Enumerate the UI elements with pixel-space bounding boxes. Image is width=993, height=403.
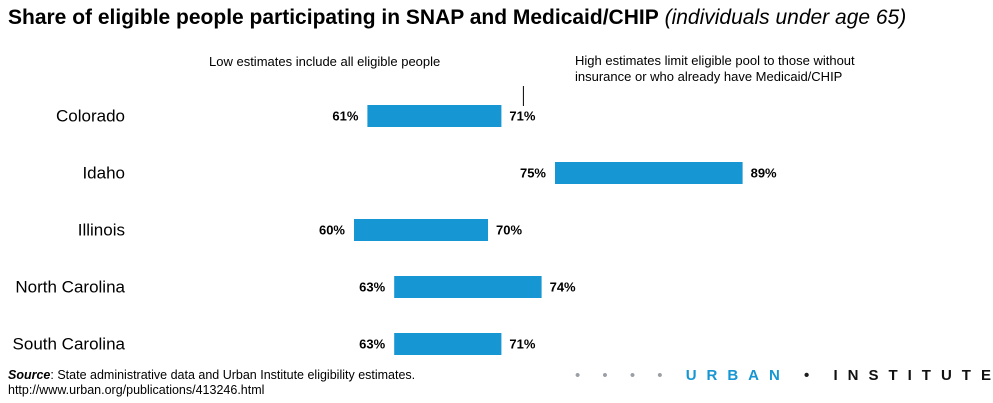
range-bar (367, 105, 502, 127)
low-value-label: 61% (332, 109, 358, 124)
category-label: North Carolina (15, 278, 125, 297)
category-label: Colorado (56, 107, 125, 126)
range-bar (555, 162, 743, 184)
high-estimate-annotation: High estimates limit eligible pool to th… (575, 53, 855, 85)
high-value-label: 74% (550, 280, 576, 295)
range-bar (394, 276, 542, 298)
low-value-label: 60% (319, 223, 345, 238)
source-url: http://www.urban.org/publications/413246… (8, 383, 265, 397)
logo-institute: INSTITUTE (833, 367, 993, 384)
category-label: Illinois (78, 221, 125, 240)
high-value-label: 71% (509, 337, 535, 352)
logo-urban: URBAN (685, 367, 790, 384)
low-estimate-annotation: Low estimates include all eligible peopl… (209, 54, 441, 69)
high-annotation-line1: High estimates limit eligible pool to th… (575, 53, 855, 68)
logo-dots: • • • • (575, 367, 672, 384)
category-label: South Carolina (13, 335, 126, 354)
chart-title: Share of eligible people participating i… (8, 6, 906, 30)
high-value-label: 89% (751, 166, 777, 181)
low-value-label: 75% (520, 166, 546, 181)
high-annotation-line2: insurance or who already have Medicaid/C… (575, 69, 843, 84)
category-label: Idaho (82, 164, 125, 183)
chart-title-main: Share of eligible people participating i… (8, 6, 659, 29)
high-value-label: 70% (496, 223, 522, 238)
source-label: Source (8, 368, 51, 382)
chart-title-sub: (individuals under age 65) (664, 6, 907, 29)
low-value-label: 63% (359, 280, 385, 295)
urban-institute-logo: • • • • URBAN • INSTITUTE • (575, 367, 993, 384)
high-value-label: 71% (509, 109, 535, 124)
range-bar (394, 333, 502, 355)
logo-separator: • (804, 367, 820, 384)
source-note: Source: State administrative data and Ur… (8, 368, 415, 398)
source-text: : State administrative data and Urban In… (50, 368, 416, 382)
low-value-label: 63% (359, 337, 385, 352)
range-bar (354, 219, 488, 241)
